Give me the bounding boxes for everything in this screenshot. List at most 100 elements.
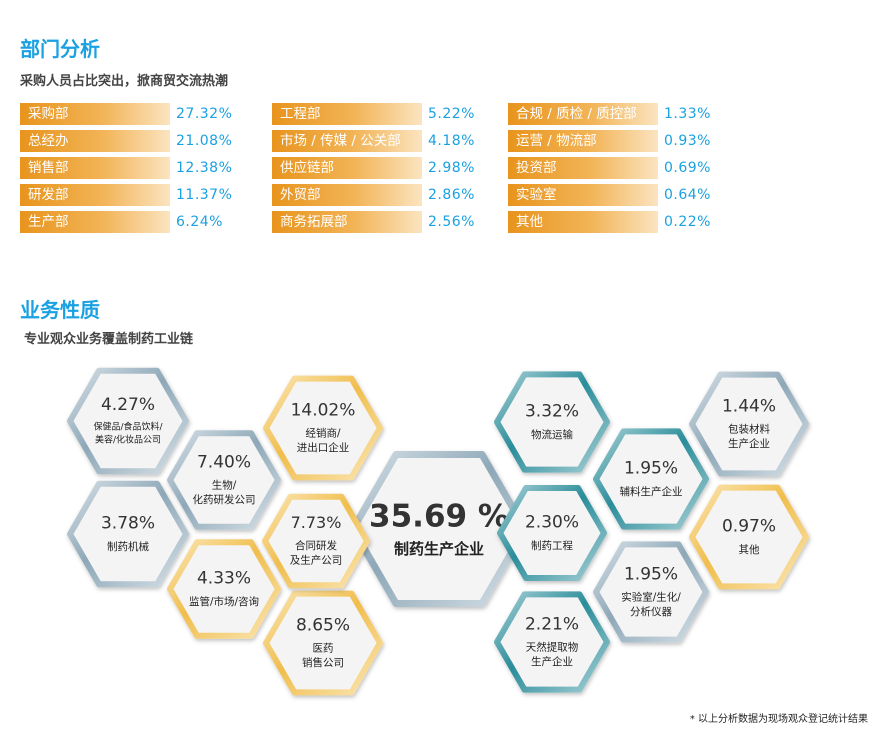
hexagon-label-line: 及生产公司 (290, 554, 343, 567)
department-row: 商务拓展部 2.56% (272, 211, 512, 233)
department-value: 2.86% (428, 187, 475, 203)
hexagon-label-line: 制药机械 (107, 540, 149, 553)
department-bar: 运营 / 物流部 (508, 130, 658, 152)
hexagon-shape (263, 375, 383, 481)
hexagon-value: 1.95% (624, 564, 678, 584)
section-subtitle-business: 专业观众业务覆盖制药工业链 (24, 332, 194, 347)
hexagon-shape (689, 371, 809, 477)
department-row: 工程部 5.22% (272, 103, 512, 125)
department-bar: 生产部 (20, 211, 170, 233)
department-column-3: 合规 / 质检 / 质控部 1.33% 运营 / 物流部 0.93% 投资部 0.69% 实… (508, 103, 748, 238)
department-value: 2.98% (428, 160, 475, 176)
hexagon-shape (167, 430, 281, 530)
hexagon-label-line: 经销商/ (305, 427, 340, 440)
hexagon-label: 其他 (739, 543, 760, 556)
business-hexagon: 3.78% 制药机械 (67, 480, 189, 588)
department-value: 21.08% (176, 133, 233, 149)
business-hexagon: 8.65% 医药销售公司 (263, 590, 383, 696)
hexagon-value: 4.33% (197, 569, 251, 589)
hexagon-shape (263, 590, 383, 696)
hexagon-label-line: 生产企业 (728, 437, 770, 450)
business-hexagon: 14.02% 经销商/进出口企业 (263, 375, 383, 481)
hexagon-label-line: 生物/ (212, 479, 237, 492)
business-hexagon: 2.30% 制药工程 (497, 485, 607, 581)
hexagon-label: 保健品/食品饮料/美容/化妆品公司 (93, 421, 163, 446)
hexagon-shape (497, 485, 607, 581)
hexagon-label-line: 医药 (313, 643, 334, 655)
department-column-1: 采购部 27.32% 总经办 21.08% 销售部 12.38% 研发部 11.37% 生产部 6… (20, 103, 260, 238)
business-hexagon: 1.95% 实验室/生化/分析仪器 (593, 541, 709, 643)
hexagon-shape (593, 428, 709, 530)
hexagon-shape (167, 539, 281, 639)
department-value: 1.33% (664, 106, 711, 122)
hexagon-value: 7.40% (197, 452, 251, 472)
hexagon-label-line: 合同研发 (295, 539, 337, 552)
department-row: 总经办 21.08% (20, 130, 260, 152)
hexagon-value: 3.78% (101, 514, 155, 534)
department-bar: 合规 / 质检 / 质控部 (508, 103, 658, 125)
hexagon-label-line: 保健品/食品饮料/ (93, 421, 163, 433)
hexagon-label: 医药销售公司 (302, 643, 344, 670)
business-hexagon: 4.27% 保健品/食品饮料/美容/化妆品公司 (67, 367, 189, 475)
hexagon-label-line: 包装材料 (728, 423, 770, 436)
department-row: 实验室 0.64% (508, 184, 748, 206)
hexagon-label: 生物/化药研发公司 (193, 479, 256, 507)
department-row: 外贸部 2.86% (272, 184, 512, 206)
business-hexagon: 0.97% 其他 (689, 484, 809, 590)
hexagon-shape (593, 541, 709, 643)
department-value: 0.69% (664, 160, 711, 176)
department-value: 6.24% (176, 214, 223, 230)
hexagon-label: 实验室/生化/分析仪器 (621, 591, 681, 619)
hexagon-label-line: 销售公司 (302, 656, 344, 669)
business-hexagon: 7.73% 合同研发及生产公司 (262, 493, 370, 589)
department-value: 27.32% (176, 106, 233, 122)
business-hexagon: 2.21% 天然提取物生产企业 (494, 591, 610, 693)
hexagon-label-line: 制药工程 (531, 539, 573, 552)
department-row: 销售部 12.38% (20, 157, 260, 179)
hexagon-label-line: 天然提取物 (526, 641, 579, 654)
hexagon-label: 物流运输 (531, 428, 573, 441)
business-hexagon: 1.95% 辅料生产企业 (593, 428, 709, 530)
hexagon-value: 4.27% (101, 395, 155, 415)
department-bar: 总经办 (20, 130, 170, 152)
department-value: 0.93% (664, 133, 711, 149)
hexagon-value: 1.44% (722, 396, 776, 416)
hexagon-value: 2.21% (525, 614, 579, 634)
section-title-business: 业务性质 (20, 298, 100, 322)
hexagon-label: 制药生产企业 (394, 540, 484, 558)
hexagon-label-line: 美容/化妆品公司 (95, 434, 161, 446)
department-bar: 销售部 (20, 157, 170, 179)
hexagon-label-line: 监管/市场/咨询 (189, 595, 259, 608)
hexagon-value: 3.32% (525, 402, 579, 422)
business-hexagon: 7.40% 生物/化药研发公司 (167, 430, 281, 530)
hexagon-label-line: 进出口企业 (297, 441, 350, 454)
hexagon-value: 7.73% (291, 513, 342, 532)
hexagon-shape (262, 493, 370, 589)
hexagon-label: 包装材料生产企业 (728, 423, 770, 451)
department-row: 采购部 27.32% (20, 103, 260, 125)
hexagon-label-line: 化药研发公司 (193, 493, 256, 506)
department-bar: 采购部 (20, 103, 170, 125)
footnote: * 以上分析数据为现场观众登记统计结果 (689, 714, 868, 725)
department-row: 市场 / 传媒 / 公关部 4.18% (272, 130, 512, 152)
hexagon-label-line: 其他 (739, 543, 760, 556)
hexagon-label: 辅料生产企业 (620, 485, 683, 498)
department-bar: 商务拓展部 (272, 211, 422, 233)
department-bar: 实验室 (508, 184, 658, 206)
hexagon-value: 0.97% (722, 517, 776, 537)
department-row: 合规 / 质检 / 质控部 1.33% (508, 103, 748, 125)
hexagon-value: 2.30% (525, 513, 579, 533)
hexagon-label: 制药机械 (107, 540, 149, 553)
hexagon-value: 8.65% (296, 615, 350, 635)
department-value: 11.37% (176, 187, 233, 203)
hexagon-label: 天然提取物生产企业 (526, 641, 579, 669)
hexagon-label-line: 物流运输 (531, 428, 573, 441)
hexagon-label: 经销商/进出口企业 (297, 427, 350, 455)
hexagon-value: 35.69 % (369, 498, 509, 534)
hexagon-label: 监管/市场/咨询 (189, 595, 259, 608)
department-row: 其他 0.22% (508, 211, 748, 233)
department-row: 供应链部 2.98% (272, 157, 512, 179)
hexagon-label-line: 制药生产企业 (394, 540, 484, 558)
department-bar: 外贸部 (272, 184, 422, 206)
